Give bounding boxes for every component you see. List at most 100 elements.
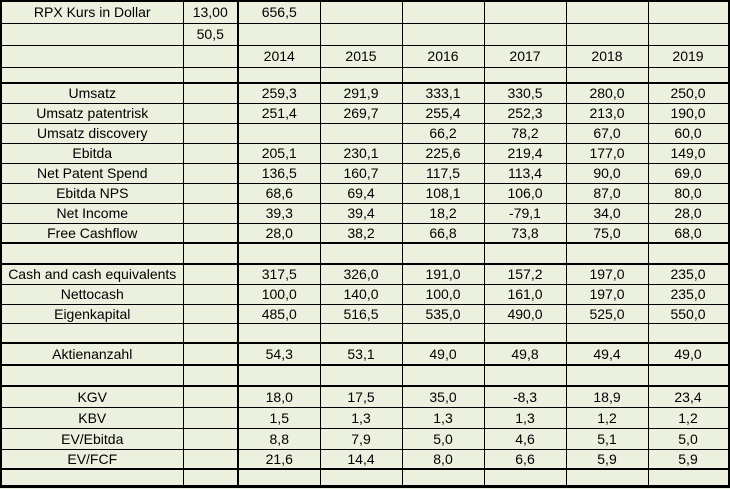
value-cell[interactable]: 490,0	[483, 303, 567, 324]
value-cell[interactable]	[319, 22, 403, 46]
col-b-cell[interactable]	[182, 82, 239, 104]
value-cell[interactable]: 251,4	[237, 102, 321, 124]
value-cell[interactable]	[319, 364, 403, 387]
value-cell[interactable]: 28,0	[237, 222, 321, 244]
col-b-cell[interactable]	[182, 122, 239, 144]
value-cell[interactable]	[565, 322, 649, 344]
value-cell[interactable]: 49,8	[483, 342, 567, 366]
value-cell[interactable]: 39,3	[237, 202, 321, 224]
value-cell[interactable]: 250,0	[647, 82, 730, 104]
row-label-cell[interactable]	[0, 364, 184, 387]
value-cell[interactable]: 291,9	[319, 82, 403, 104]
value-cell[interactable]: 49,4	[565, 342, 649, 366]
value-cell[interactable]	[237, 364, 321, 387]
col-b-cell[interactable]	[182, 242, 239, 265]
value-cell[interactable]: 525,0	[565, 303, 649, 324]
col-b-cell[interactable]	[182, 283, 239, 305]
value-cell[interactable]	[237, 22, 321, 46]
value-cell[interactable]: 54,3	[237, 342, 321, 366]
value-cell[interactable]	[483, 364, 567, 387]
value-cell[interactable]: 225,6	[401, 142, 485, 164]
value-cell[interactable]: 5,1	[565, 427, 649, 450]
value-cell[interactable]: 78,2	[483, 122, 567, 144]
value-cell[interactable]: 68,0	[647, 222, 730, 244]
row-label-cell[interactable]: Ebitda NPS	[0, 182, 184, 204]
col-b-cell[interactable]	[182, 322, 239, 344]
value-cell[interactable]: 656,5	[237, 0, 321, 24]
value-cell[interactable]	[647, 242, 730, 265]
value-cell[interactable]: -79,1	[483, 202, 567, 224]
value-cell[interactable]: 90,0	[565, 162, 649, 184]
col-b-cell[interactable]	[182, 66, 239, 84]
col-b-cell[interactable]	[182, 448, 239, 470]
value-cell[interactable]: 259,3	[237, 82, 321, 104]
value-cell[interactable]	[401, 242, 485, 265]
value-cell[interactable]: 213,0	[565, 102, 649, 124]
value-cell[interactable]: 197,0	[565, 263, 649, 285]
value-cell[interactable]: 39,4	[319, 202, 403, 224]
value-cell[interactable]	[237, 322, 321, 344]
row-label-cell[interactable]: Umsatz	[0, 82, 184, 104]
value-cell[interactable]: 6,6	[483, 448, 567, 470]
value-cell[interactable]: 191,0	[401, 263, 485, 285]
row-label-cell[interactable]: EV/FCF	[0, 448, 184, 470]
row-label-cell[interactable]: Free Cashflow	[0, 222, 184, 244]
value-cell[interactable]: 28,0	[647, 202, 730, 224]
value-cell[interactable]	[401, 322, 485, 344]
col-b-cell[interactable]: 13,00	[182, 0, 239, 24]
value-cell[interactable]: 100,0	[237, 283, 321, 305]
value-cell[interactable]: 108,1	[401, 182, 485, 204]
row-label-cell[interactable]: Aktienanzahl	[0, 342, 184, 366]
value-cell[interactable]	[319, 242, 403, 265]
row-label-cell[interactable]: Nettocash	[0, 283, 184, 305]
value-cell[interactable]: 49,0	[401, 342, 485, 366]
value-cell[interactable]: 1,3	[319, 406, 403, 429]
row-label-cell[interactable]: Umsatz patentrisk	[0, 102, 184, 124]
year-header-cell[interactable]: 2016	[401, 44, 485, 68]
year-header-cell[interactable]: 2018	[565, 44, 649, 68]
value-cell[interactable]	[483, 468, 567, 487]
value-cell[interactable]	[565, 22, 649, 46]
value-cell[interactable]: 177,0	[565, 142, 649, 164]
value-cell[interactable]: 157,2	[483, 263, 567, 285]
value-cell[interactable]	[319, 468, 403, 487]
value-cell[interactable]: 161,0	[483, 283, 567, 305]
col-b-cell[interactable]	[182, 263, 239, 285]
value-cell[interactable]: 219,4	[483, 142, 567, 164]
value-cell[interactable]: 14,4	[319, 448, 403, 470]
value-cell[interactable]	[401, 22, 485, 46]
value-cell[interactable]	[565, 242, 649, 265]
col-b-cell[interactable]	[182, 468, 239, 487]
value-cell[interactable]: 4,6	[483, 427, 567, 450]
col-b-cell[interactable]	[182, 182, 239, 204]
year-header-cell[interactable]: 2015	[319, 44, 403, 68]
value-cell[interactable]: 5,0	[401, 427, 485, 450]
value-cell[interactable]	[647, 0, 730, 24]
value-cell[interactable]: 75,0	[565, 222, 649, 244]
year-header-cell[interactable]: 2019	[647, 44, 730, 68]
value-cell[interactable]: 205,1	[237, 142, 321, 164]
col-b-cell[interactable]	[182, 222, 239, 244]
value-cell[interactable]	[401, 468, 485, 487]
value-cell[interactable]	[483, 22, 567, 46]
value-cell[interactable]	[401, 66, 485, 84]
year-header-cell[interactable]: 2014	[237, 44, 321, 68]
value-cell[interactable]: 190,0	[647, 102, 730, 124]
value-cell[interactable]: 66,8	[401, 222, 485, 244]
row-label-cell[interactable]: KBV	[0, 406, 184, 429]
value-cell[interactable]: 136,5	[237, 162, 321, 184]
col-b-cell[interactable]	[182, 142, 239, 164]
value-cell[interactable]: 21,6	[237, 448, 321, 470]
value-cell[interactable]: 69,0	[647, 162, 730, 184]
value-cell[interactable]: 1,3	[401, 406, 485, 429]
value-cell[interactable]: 1,5	[237, 406, 321, 429]
value-cell[interactable]	[237, 122, 321, 144]
value-cell[interactable]: 149,0	[647, 142, 730, 164]
value-cell[interactable]: 326,0	[319, 263, 403, 285]
row-label-cell[interactable]	[0, 322, 184, 344]
value-cell[interactable]: -8,3	[483, 385, 567, 408]
value-cell[interactable]: 317,5	[237, 263, 321, 285]
value-cell[interactable]: 1,3	[483, 406, 567, 429]
value-cell[interactable]: 35,0	[401, 385, 485, 408]
row-label-cell[interactable]	[0, 66, 184, 84]
